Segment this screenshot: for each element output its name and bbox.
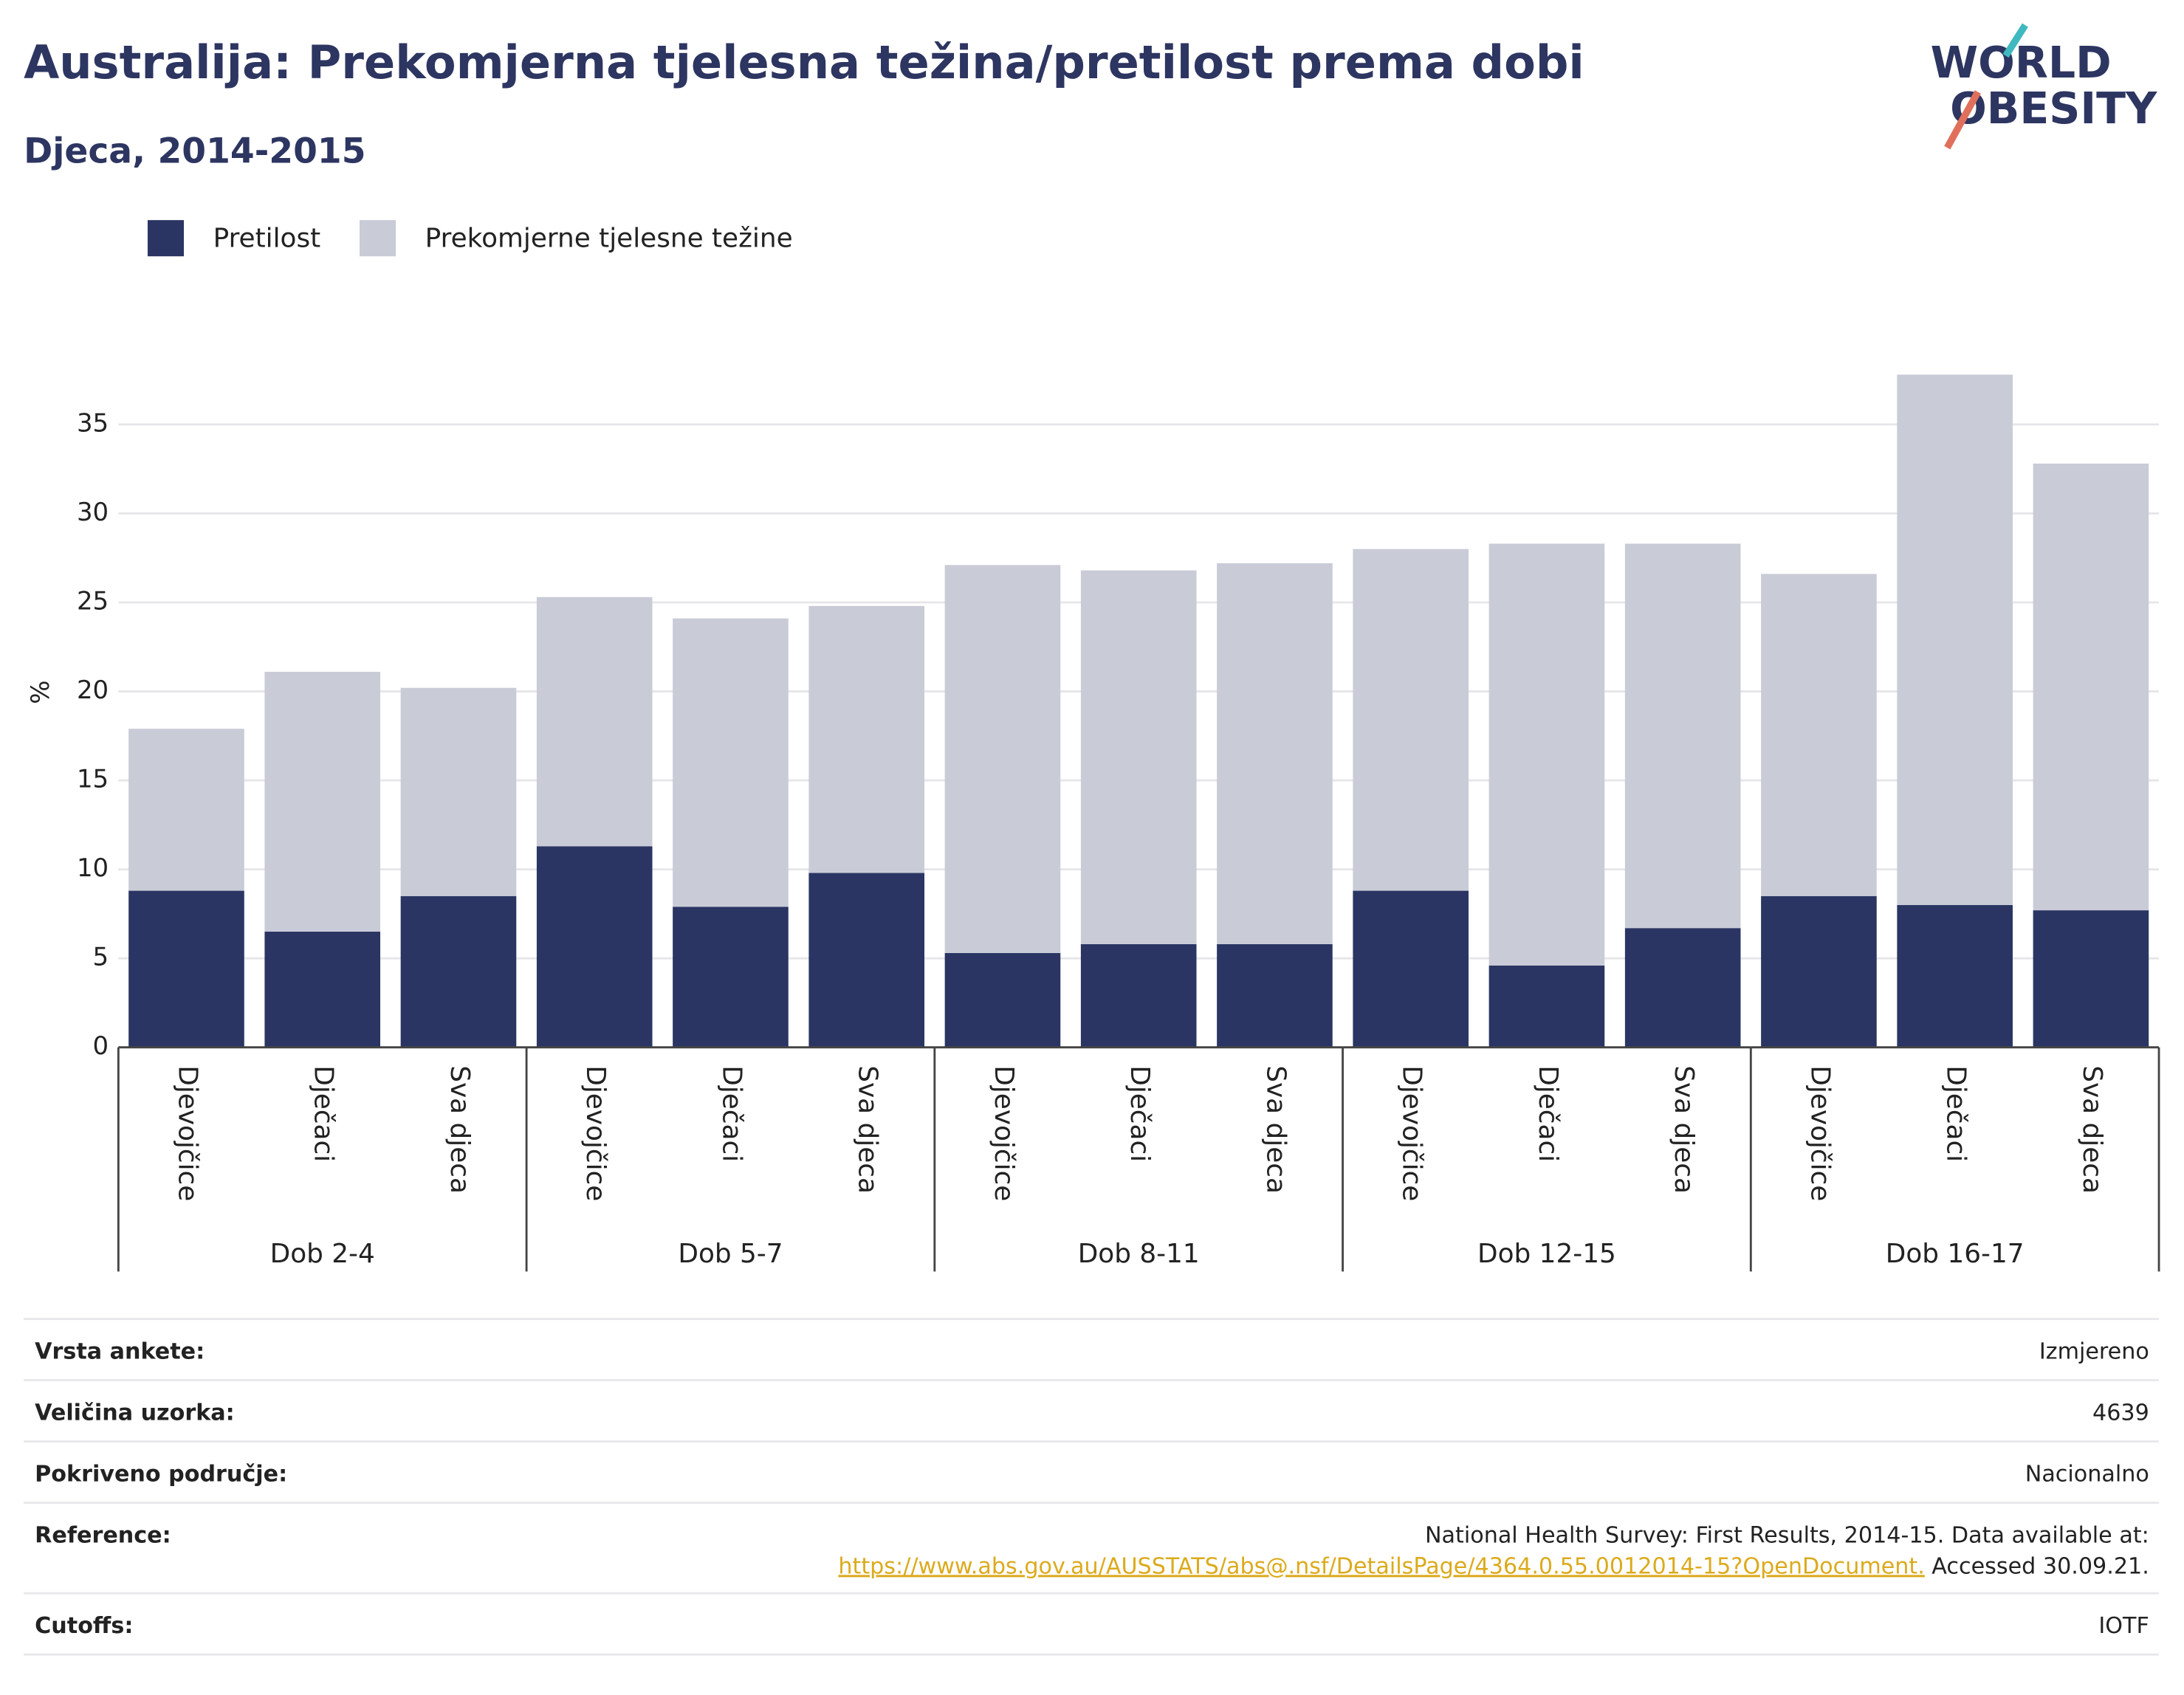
x-tick-label: Djevojčice: [580, 1065, 611, 1201]
table-value-part: Accessed 30.09.21.: [1931, 1553, 2149, 1579]
bar-segment: [1897, 374, 2013, 905]
table-label: Reference:: [35, 1522, 171, 1548]
chart-title: Australija: Prekomjerna tjelesna težina/…: [24, 35, 1584, 89]
group-label: Dob 5-7: [678, 1239, 783, 1269]
bar-segment: [1761, 574, 1877, 896]
logo: WORLD OBESITY: [1931, 23, 2157, 150]
x-tick-label: Dječaci: [1124, 1065, 1155, 1162]
bar-segment: [1624, 928, 1741, 1048]
bar-segment: [536, 846, 653, 1048]
x-tick-label: Sva djeca: [1260, 1065, 1291, 1194]
table-label: Veličina uzorka:: [35, 1400, 235, 1426]
x-tick-label: Dječaci: [716, 1065, 746, 1162]
bar-segment: [2033, 910, 2149, 1048]
bar-segment: [1488, 965, 1605, 1048]
x-tick-label: Dječaci: [309, 1065, 339, 1162]
bar-segment: [673, 618, 789, 907]
group-label: Dob 8-11: [1078, 1239, 1200, 1269]
y-tick-label: 5: [93, 943, 109, 972]
bar-segment: [128, 890, 244, 1048]
bar-segment: [1353, 890, 1469, 1048]
logo-text: OBESITY: [1950, 83, 2157, 134]
x-tick-label: Sva djeca: [444, 1065, 475, 1194]
bar-segment: [1353, 549, 1469, 891]
x-tick-label: Sva djeca: [2077, 1065, 2107, 1194]
x-tick-label: Dječaci: [1941, 1065, 1971, 1162]
x-tick-label: Sva djeca: [853, 1065, 883, 1194]
legend-swatch: [147, 220, 185, 257]
x-tick-label: Djevojčice: [1804, 1065, 1835, 1201]
bar-segment: [1217, 563, 1333, 944]
y-tick-label: 30: [77, 498, 109, 527]
chart-subtitle: Djeca, 2014-2015: [24, 131, 365, 172]
logo-slash: [1944, 90, 1981, 150]
logo-text: WORLD: [1931, 38, 2112, 88]
x-tick-label: Djevojčice: [1397, 1065, 1427, 1201]
bar-segment: [264, 672, 381, 932]
table-value: IOTF: [2098, 1613, 2149, 1639]
y-tick-label: 20: [77, 675, 109, 705]
y-axis-label: %: [26, 681, 55, 704]
bar-segment: [264, 932, 381, 1048]
table-value: National Health Survey: First Results, 2…: [1425, 1522, 2149, 1548]
bar-segment: [944, 952, 1061, 1048]
bar-segment: [2033, 463, 2149, 911]
table-value: https://www.abs.gov.au/AUSSTATS/abs@.nsf…: [838, 1553, 2149, 1579]
legend-label: Prekomjerne tjelesne težine: [425, 224, 793, 254]
bar-segment: [1080, 943, 1197, 1048]
x-tick-label: Sva djeca: [1669, 1065, 1699, 1194]
bar-segment: [1488, 543, 1605, 966]
group-label: Dob 2-4: [270, 1239, 375, 1269]
y-tick-label: 35: [77, 408, 109, 438]
legend-swatch: [360, 220, 396, 257]
reference-link[interactable]: https://www.abs.gov.au/AUSSTATS/abs@.nsf…: [838, 1553, 1924, 1579]
bar-segment: [536, 596, 653, 847]
y-tick-label: 25: [77, 587, 109, 616]
bar-segment: [1080, 570, 1197, 944]
bar-segment: [808, 605, 925, 873]
bar-segment: [944, 565, 1061, 953]
table-label: Pokriveno područje:: [35, 1461, 287, 1487]
table-value: Nacionalno: [2025, 1461, 2149, 1487]
bar-segment: [400, 687, 517, 896]
bar-segment: [1761, 895, 1877, 1048]
bar-segment: [1624, 543, 1741, 929]
bar-segment: [128, 729, 244, 891]
bar-segment: [808, 873, 925, 1048]
table-label: Cutoffs:: [35, 1613, 133, 1639]
logo-slash: [2002, 23, 2028, 58]
y-tick-label: 15: [77, 765, 109, 794]
group-label: Dob 12-15: [1477, 1239, 1616, 1269]
table-label: Vrsta ankete:: [35, 1338, 205, 1364]
x-tick-label: Djevojčice: [989, 1065, 1019, 1201]
x-tick-label: Djevojčice: [172, 1065, 202, 1201]
y-tick-label: 10: [77, 853, 109, 883]
bar-segment: [400, 895, 517, 1048]
y-tick-label: 0: [93, 1031, 109, 1061]
bar-segment: [1897, 904, 2013, 1048]
x-tick-label: Dječaci: [1533, 1065, 1563, 1162]
table-value: 4639: [2092, 1400, 2149, 1426]
legend-label: Pretilost: [213, 224, 321, 254]
group-label: Dob 16-17: [1886, 1239, 2025, 1269]
table-value: Izmjereno: [2039, 1338, 2149, 1364]
bar-segment: [1217, 943, 1333, 1048]
bar-segment: [673, 907, 789, 1048]
